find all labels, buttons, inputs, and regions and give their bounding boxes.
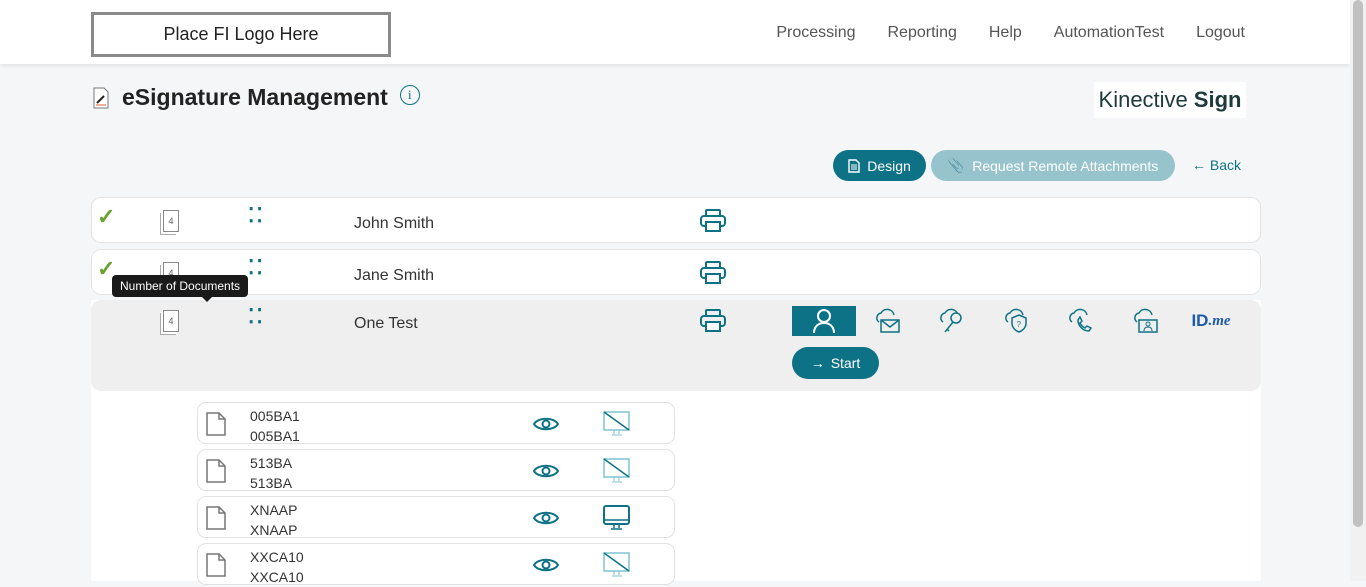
fi-logo-placeholder: Place FI Logo Here <box>91 12 391 57</box>
tooltip: Number of Documents <box>112 275 249 302</box>
scrollbar[interactable] <box>1350 0 1366 581</box>
signer-name: John Smith <box>354 215 435 232</box>
file-icon <box>206 412 226 436</box>
document-count-icon[interactable]: 4 <box>163 210 179 232</box>
back-link[interactable]: ← Back <box>1192 157 1241 173</box>
nav-user[interactable]: AutomationTest <box>1053 24 1165 41</box>
brand-bold-text: Sign <box>1193 87 1242 112</box>
check-icon: ✓ <box>97 204 116 229</box>
nav-logout[interactable]: Logout <box>1196 24 1245 41</box>
document-row[interactable]: 513BA 513BA <box>197 449 675 491</box>
file-icon <box>206 459 226 483</box>
document-name: 005BA1 <box>250 428 300 444</box>
page-title: eSignature Management <box>122 84 388 110</box>
signer-row[interactable]: ✓ 4 ⁚⁚ Jane Smith <box>91 249 1261 295</box>
svg-text:?: ? <box>1017 320 1022 329</box>
printer-icon[interactable] <box>700 209 726 233</box>
start-button[interactable]: → Start <box>792 347 879 379</box>
document-text: 513BA 513BA <box>250 453 292 493</box>
signer-row[interactable]: ✓ 4 ⁚⁚ John Smith <box>91 197 1261 243</box>
cloud-phone-icon <box>1069 308 1093 332</box>
check-icon: ✓ <box>97 256 116 281</box>
document-name: XXCA10 <box>250 569 304 585</box>
drag-handle-icon[interactable]: ⁚⁚ <box>248 257 265 279</box>
document-code: 513BA <box>250 455 293 471</box>
monitor-off-icon[interactable] <box>603 552 631 578</box>
person-icon <box>813 309 835 334</box>
cloud-email-icon <box>876 308 900 333</box>
drag-handle-icon[interactable]: ⁚⁚ <box>248 205 265 227</box>
nav-processing[interactable]: Processing <box>776 24 856 41</box>
idme-logo: ID <box>1191 311 1209 330</box>
auth-security-question-button[interactable]: ? <box>996 306 1036 336</box>
kinective-sign-logo: Kinective Sign <box>1094 82 1246 118</box>
back-label: Back <box>1209 157 1242 173</box>
auth-in-person-button[interactable] <box>792 306 856 336</box>
document-count-icon[interactable]: 4 <box>163 310 179 332</box>
header: Place FI Logo Here Processing Reporting … <box>0 0 1350 64</box>
document-text: XNAAP XNAAP <box>250 500 297 540</box>
paperclip-icon: 📎 <box>947 157 966 173</box>
signer-name: One Test <box>354 315 418 332</box>
printer-icon[interactable] <box>700 309 726 333</box>
document-name: 513BA <box>250 475 293 491</box>
idme-logo-suffix: .me <box>1208 312 1231 329</box>
esignature-doc-icon <box>93 87 109 108</box>
eye-icon[interactable] <box>533 463 559 479</box>
file-icon <box>206 506 226 530</box>
design-label: Design <box>867 157 911 174</box>
arrow-right-icon: → <box>810 355 825 371</box>
cloud-id-photo-icon <box>1134 308 1158 333</box>
document-icon <box>848 158 860 173</box>
start-label: Start <box>830 355 861 371</box>
auth-idme-button[interactable]: ID .me <box>1188 306 1234 336</box>
auth-password-button[interactable] <box>931 306 971 336</box>
printer-icon[interactable] <box>700 261 726 285</box>
monitor-off-icon[interactable] <box>603 458 631 484</box>
monitor-off-icon[interactable] <box>603 411 631 437</box>
document-row[interactable]: 005BA1 005BA1 <box>197 402 675 444</box>
signer-name: Jane Smith <box>354 267 435 284</box>
arrow-left-icon: ← <box>1192 157 1206 173</box>
cloud-security-question-icon: ? <box>1005 308 1027 333</box>
document-row[interactable]: XXCA10 XXCA10 <box>197 543 675 585</box>
document-code: XXCA10 <box>250 549 304 565</box>
signer-row-selected[interactable]: 4 ⁚⁚ One Test → Start <box>91 300 1261 391</box>
info-icon[interactable]: i <box>399 84 420 105</box>
drag-handle-icon[interactable]: ⁚⁚ <box>248 306 265 328</box>
monitor-icon[interactable] <box>603 505 631 531</box>
eye-icon[interactable] <box>533 557 559 573</box>
request-label: Request Remote Attachments <box>972 157 1159 174</box>
file-icon <box>206 553 226 577</box>
document-code: 005BA1 <box>250 408 300 424</box>
brand-text: Kinective <box>1098 87 1188 112</box>
nav-help[interactable]: Help <box>988 24 1022 41</box>
nav-reporting[interactable]: Reporting <box>887 24 957 41</box>
eye-icon[interactable] <box>533 416 559 432</box>
document-text: 005BA1 005BA1 <box>250 406 300 446</box>
auth-email-button[interactable] <box>867 306 907 336</box>
top-nav: Processing Reporting Help AutomationTest… <box>776 24 1245 42</box>
eye-icon[interactable] <box>533 510 559 526</box>
document-code: XNAAP <box>250 502 298 518</box>
scrollbar-thumb[interactable] <box>1353 0 1363 527</box>
design-button[interactable]: Design <box>833 150 926 181</box>
document-row[interactable]: XNAAP XNAAP <box>197 496 675 538</box>
request-remote-attachments-button[interactable]: 📎 Request Remote Attachments <box>931 150 1175 181</box>
page-header: eSignature Management i <box>92 84 420 111</box>
auth-phone-button[interactable] <box>1060 306 1100 336</box>
document-text: XXCA10 XXCA10 <box>250 547 304 587</box>
auth-id-photo-button[interactable] <box>1125 306 1165 336</box>
cloud-key-icon <box>940 308 962 333</box>
document-name: XNAAP <box>250 522 298 538</box>
